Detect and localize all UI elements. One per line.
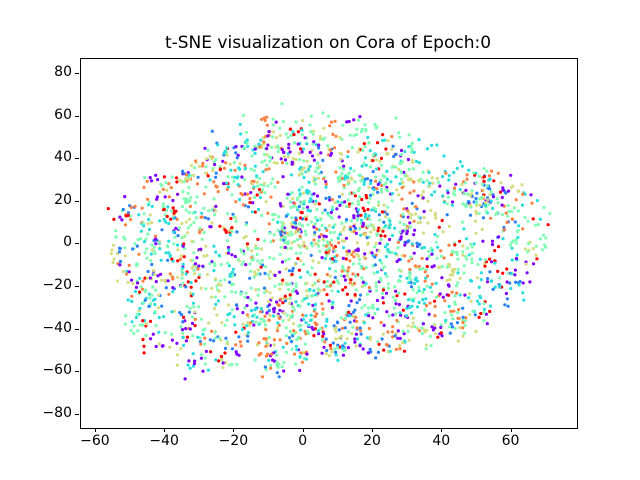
- x-tick-label: 60: [501, 433, 520, 450]
- x-tick-mark: [302, 428, 304, 433]
- y-tick-label: −20: [42, 276, 72, 293]
- x-tick-label: 40: [432, 433, 451, 450]
- y-tick-mark: [75, 285, 79, 287]
- x-tick-label: −60: [80, 433, 110, 450]
- y-tick-label: 60: [54, 106, 72, 123]
- y-tick-mark: [75, 413, 79, 415]
- x-tick-label: −20: [218, 433, 249, 450]
- chart-title: t-SNE visualization on Cora of Epoch:0: [164, 33, 492, 53]
- y-tick-mark: [75, 200, 79, 202]
- x-tick-mark: [164, 428, 166, 433]
- y-tick-label: −80: [42, 404, 72, 421]
- y-tick-mark: [75, 115, 79, 117]
- y-tick-mark: [75, 371, 79, 373]
- y-tick-mark: [75, 328, 79, 330]
- y-tick-label: −60: [42, 362, 72, 379]
- x-tick-mark: [233, 428, 235, 433]
- x-tick-label: 20: [363, 433, 381, 450]
- y-tick-mark: [75, 72, 79, 74]
- y-tick-label: −40: [42, 319, 72, 336]
- plot-area: [80, 57, 578, 430]
- x-tick-label: −40: [149, 433, 179, 450]
- x-tick-mark: [510, 428, 512, 433]
- y-tick-label: 80: [54, 63, 72, 80]
- y-tick-label: 40: [54, 149, 72, 166]
- y-tick-mark: [75, 158, 79, 160]
- x-tick-mark: [371, 428, 373, 433]
- y-tick-label: 20: [54, 191, 72, 208]
- scatter-svg: [106, 101, 552, 381]
- y-tick-label: 0: [63, 234, 72, 251]
- y-tick-mark: [75, 243, 79, 245]
- x-tick-mark: [94, 428, 96, 433]
- x-tick-label: 0: [298, 433, 308, 450]
- x-tick-mark: [441, 428, 443, 433]
